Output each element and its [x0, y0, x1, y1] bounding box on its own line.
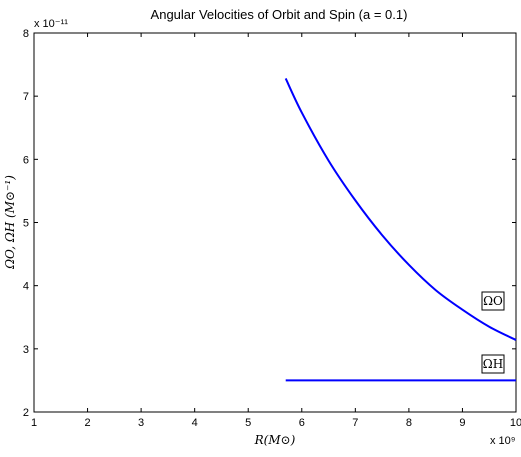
- y-axis-label: ΩO, ΩH (M⊙⁻¹): [3, 175, 17, 270]
- chart-title: Angular Velocities of Orbit and Spin (a …: [151, 7, 408, 22]
- x-tick-label: 4: [192, 417, 198, 429]
- x-tick-label: 9: [459, 417, 465, 429]
- y-tick-label: 5: [23, 218, 29, 230]
- series-annotation-label: ΩH: [483, 357, 503, 371]
- x-tick-label: 6: [299, 417, 305, 429]
- y-tick-label: 2: [23, 407, 29, 419]
- x-tick-label: 1: [31, 417, 37, 429]
- annotation-box: [481, 291, 505, 311]
- x-tick-label: 3: [138, 417, 144, 429]
- annotation-box: [481, 354, 505, 374]
- y-tick-label: 4: [23, 281, 29, 293]
- y-tick-label: 8: [23, 28, 29, 40]
- series-lines: [284, 78, 517, 382]
- x-axis-label: R(M⊙): [254, 433, 296, 447]
- x-tick-label: 7: [352, 417, 358, 429]
- series-annotations: ΩO ΩH: [481, 291, 505, 374]
- y-exponent: x 10⁻¹¹: [34, 18, 68, 30]
- x-tick-label: 8: [406, 417, 412, 429]
- x-exponent: x 10⁹: [490, 435, 516, 447]
- y-tick-label: 7: [23, 91, 29, 103]
- x-tick-label: 2: [84, 417, 90, 429]
- series-line-0: [284, 78, 517, 341]
- x-tick-label: 10: [510, 417, 521, 429]
- y-tick-label: 6: [23, 154, 29, 166]
- series-annotation-label: ΩO: [483, 294, 503, 308]
- x-tick-label: 5: [245, 417, 251, 429]
- plot-area: [33, 32, 517, 413]
- y-tick-label: 3: [23, 344, 29, 356]
